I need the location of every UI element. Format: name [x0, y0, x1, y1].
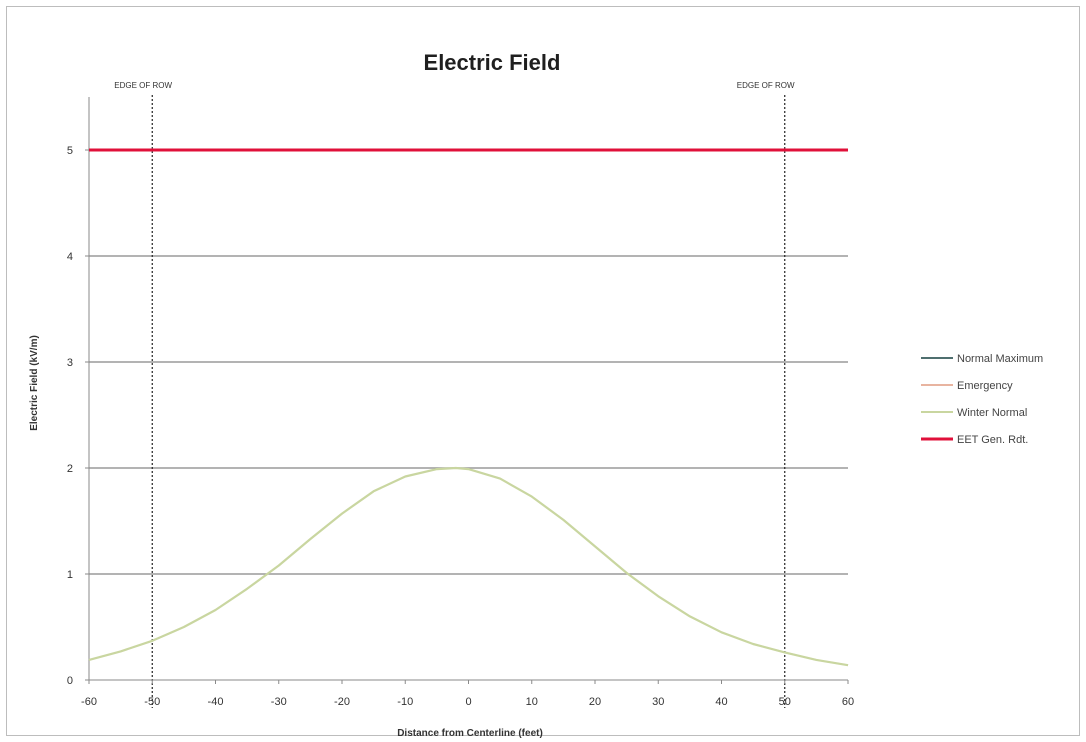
x-tick-labels: -60 -50 -40 -30 -20 -10 0 10 20 30 40 50 60 — [81, 680, 854, 708]
series-line-3 — [88, 466, 849, 667]
x-tick-label--30: -30 — [271, 696, 287, 708]
x-tick-label-60: 60 — [842, 696, 854, 708]
y-tick-label-1: 1 — [67, 569, 73, 581]
x-axis-label: Distance from Centerline (feet) — [397, 728, 543, 739]
x-tick-label-10: 10 — [526, 696, 538, 708]
x-tick-label-0: 0 — [465, 696, 471, 708]
x-tick-label-50: 50 — [779, 696, 791, 708]
y-tick-label-0: 0 — [67, 675, 73, 687]
row-edge-label-1: EDGE OF ROW — [114, 81, 172, 90]
x-tick-label-40: 40 — [715, 696, 727, 708]
legend-label-4: EET Gen. Rdt. — [957, 434, 1028, 446]
legend-label-1: Normal Maximum — [957, 353, 1043, 365]
x-tick-label--10: -10 — [397, 696, 413, 708]
row-edge-label-2: EDGE OF ROW — [737, 81, 795, 90]
x-tick-label--20: -20 — [334, 696, 350, 708]
chart-title: Electric Field — [424, 50, 561, 75]
legend: Normal Maximum Emergency Winter Normal EET … — [921, 353, 1043, 446]
gridlines — [89, 149, 848, 575]
y-tick-labels: 0 1 2 3 4 5 — [67, 145, 89, 687]
x-tick-label-30: 30 — [652, 696, 664, 708]
y-axis-label: Electric Field (kV/m) — [29, 335, 40, 431]
y-tick-label-2: 2 — [67, 463, 73, 475]
series-line-1 — [88, 467, 849, 666]
x-tick-label--60: -60 — [81, 696, 97, 708]
series-lines — [88, 148, 849, 667]
x-tick-label-20: 20 — [589, 696, 601, 708]
legend-label-3: Winter Normal — [957, 407, 1027, 419]
legend-label-2: Emergency — [957, 380, 1013, 392]
series-line-2 — [88, 467, 849, 666]
x-tick-label--50: -50 — [144, 696, 160, 708]
x-tick-label--40: -40 — [208, 696, 224, 708]
y-tick-label-3: 3 — [67, 357, 73, 369]
annotations: EDGE OF ROW EDGE OF ROW — [114, 81, 795, 90]
y-tick-label-5: 5 — [67, 145, 73, 157]
y-tick-label-4: 4 — [67, 251, 73, 263]
axes — [88, 97, 848, 681]
chart-frame — [6, 6, 1080, 736]
